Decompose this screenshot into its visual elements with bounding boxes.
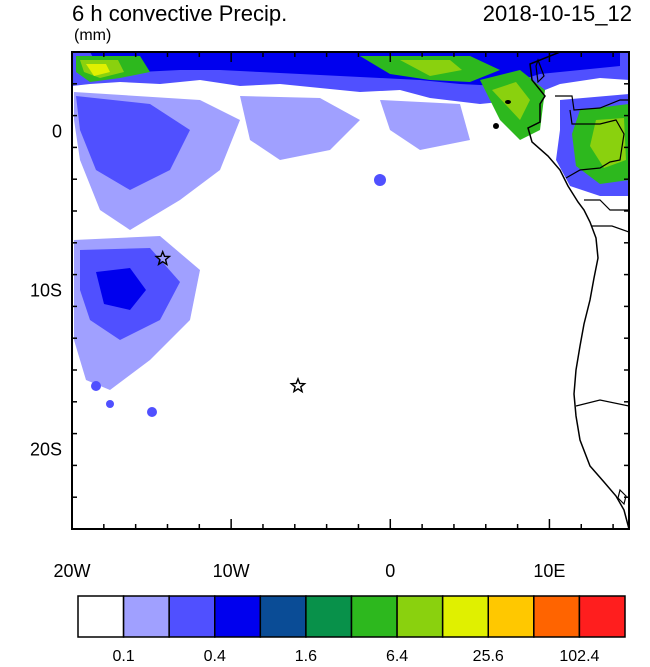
tick-marks (71, 51, 629, 530)
colorbar-swatch (396, 595, 444, 638)
island (617, 488, 627, 506)
y-tick-label: 10S (29, 280, 62, 300)
precip-spot (147, 407, 157, 417)
map-title: 6 h convective Precip. (72, 1, 288, 26)
island (505, 100, 511, 104)
precip-band-north-light-3 (492, 82, 530, 120)
island (493, 123, 499, 129)
precip-scatter-mid (240, 96, 360, 160)
colorbar-swatch (487, 595, 535, 638)
x-tick-label: 20W (53, 561, 91, 581)
colorbar-swatch (122, 595, 170, 638)
country-border (575, 399, 629, 407)
precip-band-north-light-2 (400, 60, 462, 76)
map-units: (mm) (74, 27, 112, 44)
colorbar-swatch (350, 595, 398, 638)
precip-scatter-west-blue (76, 96, 190, 190)
colorbar-swatch (305, 595, 353, 638)
markers (154, 249, 307, 394)
precip-spot (374, 174, 386, 186)
colorbar-label: 0.1 (112, 648, 135, 665)
colorbar-swatch (441, 595, 489, 638)
country-border (592, 225, 629, 233)
precip-field (72, 52, 629, 529)
valid-time: 2018-10-15_12 (482, 1, 632, 26)
y-tick-label: 0 (51, 121, 62, 141)
precip-spot (91, 381, 101, 391)
colorbar-label: 25.6 (472, 648, 504, 665)
country-border (565, 109, 625, 179)
colorbar-label: 0.4 (203, 648, 226, 665)
colorbar-label: 102.4 (559, 648, 600, 665)
plot-frame (71, 51, 630, 530)
colorbar-swatch (168, 595, 216, 638)
colorbar-swatch (214, 595, 262, 638)
y-tick-label: 20S (29, 439, 62, 459)
colorbar-label: 1.6 (294, 648, 318, 665)
country-border (584, 199, 629, 211)
colorbar (77, 595, 626, 638)
colorbar-swatch (77, 595, 125, 638)
precip-scatter-east (380, 100, 470, 150)
coastline (527, 52, 629, 529)
x-tick-label: 10W (212, 561, 250, 581)
colorbar-swatch (259, 595, 307, 638)
x-tick-label: 0 (385, 561, 396, 581)
precip-band-north-yellow (86, 64, 110, 76)
star-marker-south (289, 376, 307, 394)
precip-spot (106, 400, 114, 408)
precip-congo-light (590, 118, 626, 168)
country-border (535, 58, 545, 84)
precip-band-north-dark (90, 52, 620, 86)
precip-scatter-sw-dark (96, 268, 146, 310)
colorbar-label: 6.4 (385, 648, 409, 665)
colorbar-swatch (533, 595, 581, 638)
star-marker-north (154, 249, 172, 267)
colorbar-swatch (578, 595, 626, 638)
x-tick-label: 10E (533, 561, 566, 581)
country-border (555, 95, 629, 111)
